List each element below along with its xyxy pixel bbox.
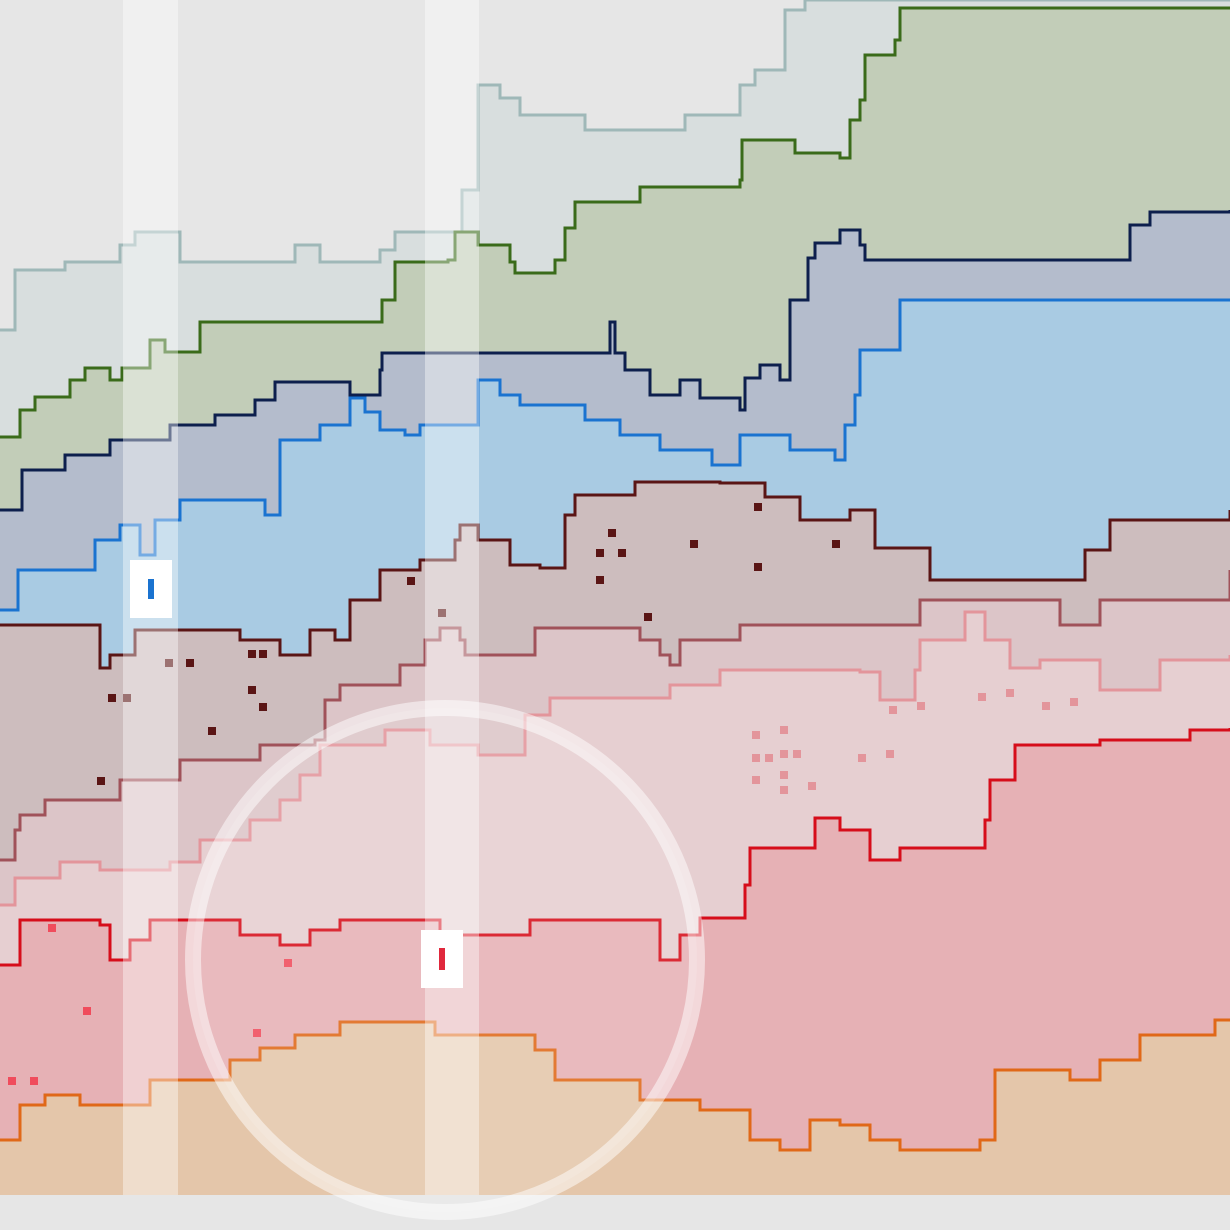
dot xyxy=(596,576,604,584)
cursor-bar xyxy=(439,948,445,970)
layer-edge xyxy=(0,610,1230,907)
dot xyxy=(48,924,56,932)
dot xyxy=(123,694,131,702)
dot xyxy=(259,703,267,711)
dots xyxy=(8,503,1078,1085)
dot xyxy=(886,750,894,758)
layer-edge xyxy=(0,480,1230,670)
dot xyxy=(8,1077,16,1085)
dot xyxy=(889,706,897,714)
dot xyxy=(690,540,698,548)
dot xyxy=(1006,689,1014,697)
dot xyxy=(644,613,652,621)
dot xyxy=(284,959,292,967)
layer-edge xyxy=(0,298,1230,612)
dot xyxy=(83,1007,91,1015)
dot xyxy=(248,686,256,694)
dot xyxy=(438,609,446,617)
dot xyxy=(108,694,116,702)
dot xyxy=(248,650,256,658)
dot xyxy=(618,549,626,557)
dot xyxy=(1070,698,1078,706)
dot xyxy=(1042,702,1050,710)
dot xyxy=(765,754,773,762)
dot xyxy=(780,726,788,734)
dot xyxy=(917,702,925,710)
dot xyxy=(752,731,760,739)
dot xyxy=(165,659,173,667)
dot xyxy=(780,750,788,758)
dot xyxy=(832,540,840,548)
dot xyxy=(596,549,604,557)
dot xyxy=(208,727,216,735)
dot xyxy=(407,577,415,585)
dot xyxy=(608,529,616,537)
dot xyxy=(253,1029,261,1037)
dot xyxy=(808,782,816,790)
dot xyxy=(97,777,105,785)
layer-edge xyxy=(0,728,1230,967)
dot xyxy=(259,650,267,658)
dot xyxy=(30,1077,38,1085)
column-highlight xyxy=(425,0,479,1195)
dot xyxy=(858,754,866,762)
layer-edge xyxy=(0,6,1230,439)
dot xyxy=(978,693,986,701)
layer-edge xyxy=(0,210,1230,512)
dot xyxy=(186,659,194,667)
layer-edge xyxy=(0,1018,1230,1152)
layers xyxy=(0,0,1230,1195)
dot xyxy=(752,754,760,762)
dot xyxy=(780,771,788,779)
dot xyxy=(780,786,788,794)
cursor-bar xyxy=(148,579,154,599)
layer-edge xyxy=(0,570,1230,862)
dot xyxy=(793,750,801,758)
dot xyxy=(752,776,760,784)
dot xyxy=(754,503,762,511)
dot xyxy=(754,563,762,571)
